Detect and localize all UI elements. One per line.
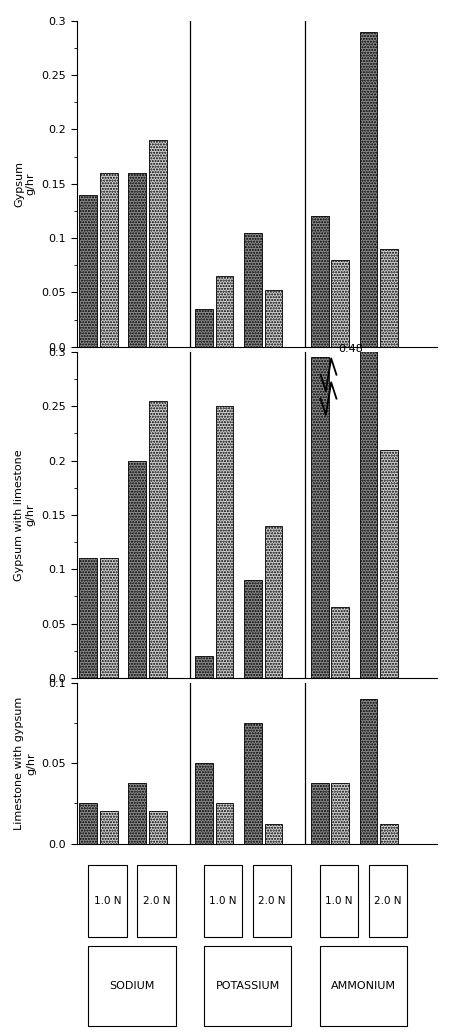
Bar <box>332 782 349 844</box>
Text: 2.0 N: 2.0 N <box>258 895 286 906</box>
Text: 2.0 N: 2.0 N <box>143 895 170 906</box>
Bar <box>100 559 118 678</box>
Text: 1.0 N: 1.0 N <box>94 895 121 906</box>
Bar <box>311 216 328 347</box>
FancyBboxPatch shape <box>88 946 176 1026</box>
FancyBboxPatch shape <box>204 864 243 937</box>
Bar <box>265 526 283 678</box>
Text: 2.0 N: 2.0 N <box>374 895 401 906</box>
Bar <box>216 407 234 678</box>
FancyBboxPatch shape <box>204 946 291 1026</box>
Bar <box>216 276 234 347</box>
Bar <box>128 782 146 844</box>
Text: 0.48: 0.48 <box>338 344 363 354</box>
Bar <box>380 248 398 347</box>
Bar <box>216 803 234 844</box>
Text: POTASSIUM: POTASSIUM <box>216 981 280 990</box>
Bar <box>360 700 378 844</box>
Y-axis label: Limestone with gypsum
g/hr: Limestone with gypsum g/hr <box>14 697 36 830</box>
Bar <box>244 580 262 678</box>
Text: AMMONIUM: AMMONIUM <box>331 981 396 990</box>
Bar <box>80 803 97 844</box>
Y-axis label: Gypsum with limestone
g/hr: Gypsum with limestone g/hr <box>14 449 36 581</box>
Bar <box>149 401 167 678</box>
Bar <box>195 764 213 844</box>
Bar <box>80 559 97 678</box>
FancyBboxPatch shape <box>320 864 358 937</box>
Bar <box>195 308 213 347</box>
Bar <box>128 173 146 347</box>
Text: 1.0 N: 1.0 N <box>209 895 237 906</box>
Bar <box>311 782 328 844</box>
Bar <box>360 32 378 347</box>
Bar <box>380 450 398 678</box>
FancyBboxPatch shape <box>137 864 176 937</box>
Bar <box>128 461 146 678</box>
Bar <box>332 608 349 678</box>
Bar <box>380 824 398 844</box>
Text: SODIUM: SODIUM <box>109 981 155 990</box>
Text: 1.0 N: 1.0 N <box>325 895 353 906</box>
Bar <box>332 260 349 347</box>
Bar <box>80 195 97 347</box>
Bar <box>265 290 283 347</box>
Y-axis label: Gypsum
g/hr: Gypsum g/hr <box>14 160 36 207</box>
Bar <box>244 233 262 347</box>
Bar <box>149 811 167 844</box>
Bar <box>195 656 213 678</box>
FancyBboxPatch shape <box>320 946 407 1026</box>
FancyBboxPatch shape <box>369 864 407 937</box>
Bar <box>149 141 167 347</box>
Bar <box>311 357 328 678</box>
FancyBboxPatch shape <box>253 864 291 937</box>
Bar <box>100 811 118 844</box>
FancyBboxPatch shape <box>88 864 126 937</box>
Bar <box>360 156 378 678</box>
Bar <box>265 824 283 844</box>
Bar <box>244 723 262 844</box>
Bar <box>100 173 118 347</box>
